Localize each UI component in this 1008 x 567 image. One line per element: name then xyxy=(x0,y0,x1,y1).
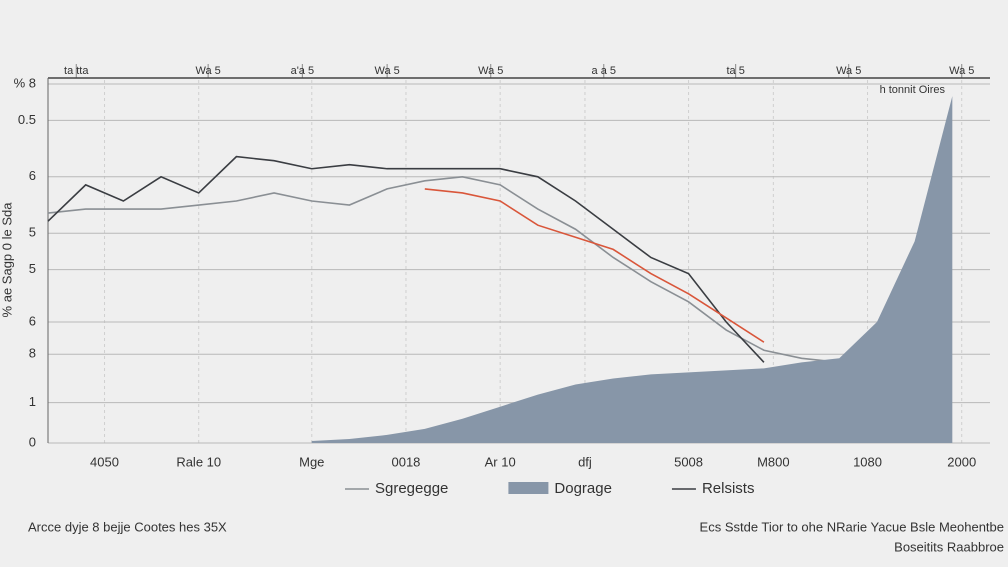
top-tick-label: a'a 5 xyxy=(291,65,315,77)
top-tick-label: Wa 5 xyxy=(949,65,974,77)
line xyxy=(47,155,765,363)
legend-label: Relsists xyxy=(702,480,755,497)
x-tick-label: 1080 xyxy=(853,454,882,469)
y-tick-label: 5 xyxy=(29,261,36,276)
annotation: Ecs Sstde Tior to ohe NRarie Yacue Bsle … xyxy=(700,519,1004,534)
line xyxy=(424,188,765,343)
x-tick-label: 5008 xyxy=(674,454,703,469)
annotation: h tonnit Oires xyxy=(880,84,946,96)
y-tick-label: 5 xyxy=(29,225,36,240)
area xyxy=(311,96,953,443)
y-tick-label: 6 xyxy=(29,313,36,328)
x-tick-label: dfj xyxy=(578,454,592,469)
top-tick-label: ta 5 xyxy=(726,65,744,77)
y-tick-label: 0.5 xyxy=(18,112,36,127)
y-tick-label: 8 xyxy=(29,346,36,361)
x-tick-label: Ar 10 xyxy=(485,454,516,469)
annotation: Boseitits Raabbroe xyxy=(894,539,1004,554)
legend-swatch xyxy=(508,482,549,494)
annotation: Arcce dyje 8 bejje Cootes hes 35X xyxy=(28,519,227,534)
top-tick-label: ta tta xyxy=(64,65,89,77)
x-tick-label: M800 xyxy=(757,454,790,469)
x-tick-label: 4050 xyxy=(90,454,119,469)
x-tick-label: 2000 xyxy=(947,454,976,469)
top-tick-label: Wa 5 xyxy=(374,65,399,77)
top-tick-label: Wa 5 xyxy=(836,65,861,77)
x-tick-label: 0018 xyxy=(391,454,420,469)
x-tick-label: Rale 10 xyxy=(176,454,221,469)
y-tick-label: % 8 xyxy=(14,75,36,90)
y-axis-title: % ae Sagp 0 le Sda xyxy=(0,202,14,318)
top-tick-label: a a 5 xyxy=(592,65,616,77)
top-tick-label: Wa 5 xyxy=(196,65,221,77)
x-tick-label: Mge xyxy=(299,454,324,469)
y-tick-label: 1 xyxy=(29,394,36,409)
y-tick-label: 6 xyxy=(29,168,36,183)
legend-label: Dograge xyxy=(554,480,612,497)
line xyxy=(47,175,878,364)
legend-label: Sgregegge xyxy=(375,480,448,497)
y-tick-label: 0 xyxy=(29,434,36,449)
top-tick-label: Wa 5 xyxy=(478,65,503,77)
